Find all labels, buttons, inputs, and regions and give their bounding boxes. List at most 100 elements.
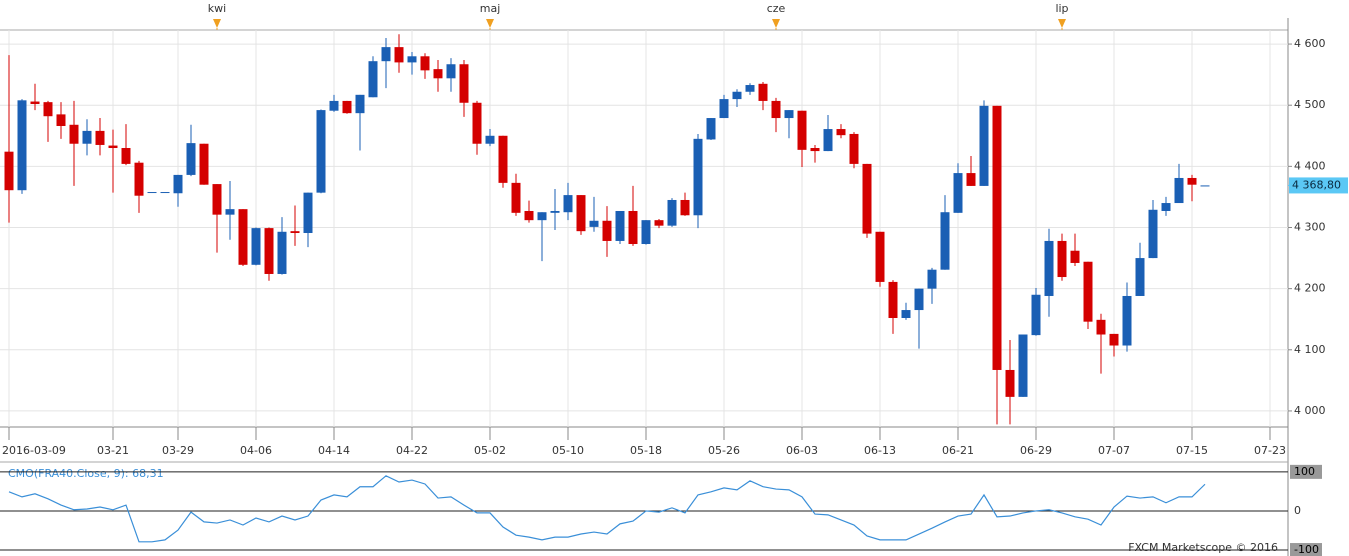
x-tick-label: 06-21: [942, 444, 974, 457]
candle-body: [992, 105, 1002, 370]
candle-body: [459, 64, 469, 103]
candle-body: [420, 56, 430, 71]
candle-body: [407, 56, 417, 63]
candle-body: [641, 220, 651, 245]
candle-body: [82, 130, 92, 144]
candle-body: [498, 135, 508, 183]
candle-body: [732, 91, 742, 100]
month-label: cze: [767, 2, 786, 15]
candle-body: [212, 184, 222, 215]
candle-body: [758, 83, 768, 101]
x-tick-label: 07-15: [1176, 444, 1208, 457]
x-tick-label: 2016-03-09: [2, 444, 66, 457]
x-tick-label: 04-22: [396, 444, 428, 457]
candle-body: [771, 100, 781, 119]
x-tick-label: 03-29: [162, 444, 194, 457]
candle-body: [823, 129, 833, 152]
last-price-label: 4 368,80: [1292, 178, 1341, 191]
candle-body: [394, 47, 404, 63]
candle-body: [1161, 203, 1171, 211]
footer: FXCM Marketscope © 2016: [1128, 541, 1278, 554]
y-tick-label: 100: [1294, 465, 1315, 478]
candle-body: [56, 114, 66, 126]
y-tick-label: 4 600: [1294, 37, 1326, 50]
candle-body: [719, 99, 729, 119]
x-tick-label: 07-23: [1254, 444, 1286, 457]
candle-body: [381, 47, 391, 62]
candle-body: [69, 124, 79, 144]
candle-body: [95, 130, 105, 145]
candle-body: [368, 61, 378, 98]
candle-body: [108, 145, 118, 149]
candle-body: [836, 129, 846, 136]
candle-body: [927, 269, 937, 289]
candle-body: [953, 173, 963, 213]
candle-body: [1070, 250, 1080, 263]
candle-body: [1096, 319, 1106, 335]
candle-body: [251, 228, 261, 265]
candle-body: [563, 195, 573, 213]
x-tick-label: 05-02: [474, 444, 506, 457]
candle-body: [1187, 177, 1197, 185]
x-tick-label: 04-06: [240, 444, 272, 457]
candle-body: [160, 192, 170, 194]
candle-body: [1031, 294, 1041, 336]
candle-body: [849, 133, 859, 164]
candle-body: [238, 209, 248, 265]
candle-body: [511, 182, 521, 213]
indicator-line: [8, 475, 1206, 543]
month-marker: [213, 19, 221, 28]
candle-body: [862, 163, 872, 234]
candle-body: [1174, 177, 1184, 204]
candle-body: [966, 173, 976, 186]
candle-body: [979, 105, 989, 186]
y-tick-label: 4 000: [1294, 404, 1326, 417]
month-label: kwi: [208, 2, 226, 15]
candle-body: [615, 210, 625, 241]
candle-body: [121, 148, 131, 164]
candle-body: [602, 220, 612, 241]
candle-body: [186, 143, 196, 175]
candle-body: [277, 231, 287, 274]
x-tick-label: 06-29: [1020, 444, 1052, 457]
last-price-box: [1289, 177, 1348, 194]
candle-body: [940, 212, 950, 270]
x-tick-label: 07-07: [1098, 444, 1130, 457]
candle-body: [810, 148, 820, 152]
candle-body: [173, 174, 183, 194]
month-marker: [1058, 19, 1066, 28]
candle-body: [693, 138, 703, 216]
x-tick-label: 05-10: [552, 444, 584, 457]
candle-body: [1135, 258, 1145, 296]
candle-body: [485, 135, 495, 144]
candle-body: [1005, 369, 1015, 397]
month-label: maj: [480, 2, 501, 15]
candle-body: [745, 85, 755, 92]
y-tick-label: 4 400: [1294, 159, 1326, 172]
candle-body: [888, 281, 898, 318]
x-tick-label: 05-26: [708, 444, 740, 457]
x-tick-label: 04-14: [318, 444, 350, 457]
candle-body: [667, 199, 677, 226]
y-tick-label-box: [1290, 464, 1322, 479]
candle-body: [303, 192, 313, 234]
candle-body: [147, 192, 157, 194]
candle-body: [342, 100, 352, 114]
candle-body: [706, 118, 716, 140]
candle-body: [225, 209, 235, 215]
candle-body: [355, 94, 365, 114]
candle-body: [537, 212, 547, 221]
candle-body: [17, 100, 27, 191]
month-marker: [772, 19, 780, 28]
y-tick-label: 0: [1294, 504, 1301, 517]
y-tick-label: 4 200: [1294, 282, 1326, 295]
candle-body: [1057, 240, 1067, 278]
candle-body: [589, 220, 599, 227]
candle-body: [680, 199, 690, 216]
candle-body: [472, 102, 482, 144]
candle-body: [1083, 261, 1093, 322]
candle-body: [628, 210, 638, 245]
candle-body: [4, 151, 14, 191]
candle-body: [1148, 209, 1158, 259]
